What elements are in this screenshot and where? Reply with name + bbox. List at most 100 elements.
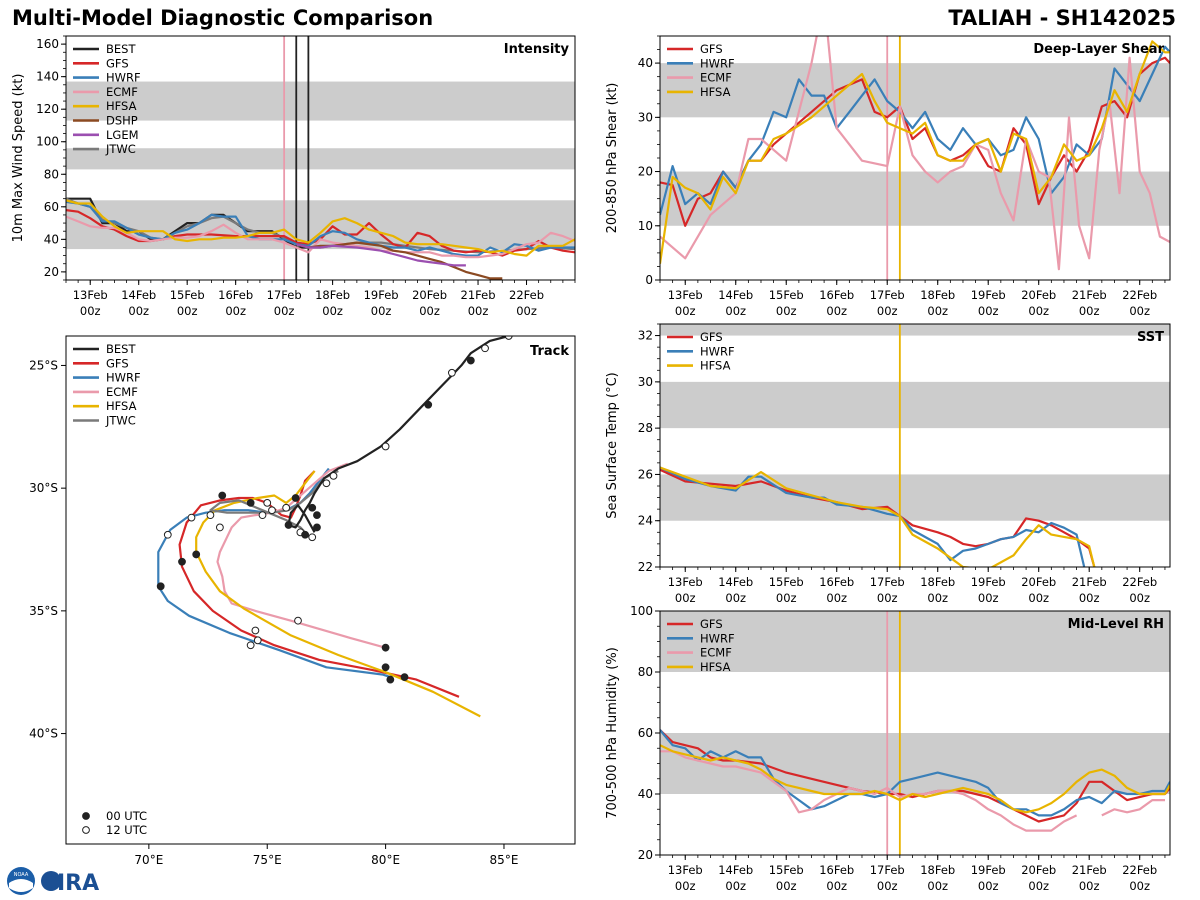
y-tick-label: 28 [638,421,653,435]
y-tick-label: 80 [44,167,59,181]
shaded-band [660,63,1170,118]
legend-label: ECMF [700,646,732,660]
y-tick-label: 32 [638,329,653,343]
legend-label: GFS [700,617,723,631]
legend-label: HFSA [106,399,137,413]
track-position-marker [400,673,409,682]
x-tick-label: 80°E [371,853,400,867]
y-tick-label: 30°S [29,481,58,495]
x-tick-label: 13Feb [668,863,703,877]
x-tick-label: 00z [1129,304,1150,318]
series-line-hfsa [660,744,1170,814]
track-position-marker [291,494,300,502]
x-tick-label: 00z [927,304,948,318]
track-line-jtwc [209,470,339,538]
x-tick-label: 20Feb [1021,288,1056,302]
x-tick-label: 18Feb [920,288,955,302]
panel-title: Deep-Layer Shear [1033,42,1164,57]
x-tick-label: 75°E [253,853,282,867]
panel-sst: 22 24 26 28 30 32 13Feb 00z 14Feb 00z 15Feb 00z 16Fe… [605,323,1171,605]
legend-label: HFSA [700,660,731,674]
shaded-band [660,733,1170,794]
track-position-marker [263,498,272,507]
marker-legend-label: 12 UTC [106,823,147,837]
y-tick-label: 100 [36,135,59,149]
x-tick-label: 21Feb [1072,863,1107,877]
track-position-marker [192,550,201,559]
x-tick-label: 00z [225,304,246,318]
y-tick-label: 40°S [29,727,58,741]
x-tick-label: 20Feb [412,288,447,302]
shaded-band [660,324,1170,336]
legend-label: GFS [700,42,723,56]
x-tick-label: 20Feb [1021,575,1056,589]
y-tick-label: 140 [36,70,59,84]
track-position-marker [258,511,267,520]
y-tick-label: 24 [638,514,653,528]
shaded-band [660,171,1170,226]
marker-legend-symbol [82,812,90,820]
legend-label: DSHP [106,114,138,128]
legend-label: HWRF [106,71,141,85]
y-axis-label: 200-850 hPa Shear (kt) [605,83,620,234]
track-position-marker [322,479,331,488]
x-tick-label: 14Feb [718,288,753,302]
series-line-hfsa [660,466,1096,567]
y-tick-label: 25°S [29,358,58,372]
track-position-marker [206,511,215,520]
x-tick-label: 00z [675,879,696,893]
track-position-marker [246,498,255,507]
y-tick-label: 0 [645,273,653,287]
series-line-hwrf [66,200,575,257]
x-tick-label: 15Feb [769,575,804,589]
x-tick-label: 22Feb [1122,288,1157,302]
track-line-best [287,336,509,533]
shaded-band [660,611,1170,672]
cira-logo: NOAA CIRA [6,866,116,896]
x-tick-label: 00z [725,304,746,318]
track-position-marker [251,626,260,635]
track-position-marker [294,616,302,625]
panel-title: Mid-Level RH [1068,617,1164,632]
x-tick-label: 13Feb [668,575,703,589]
marker-legend-label: 00 UTC [106,809,147,823]
track-position-marker [215,523,224,532]
x-tick-label: 19Feb [971,863,1006,877]
series-line-lgem [296,243,466,267]
x-tick-label: 13Feb [668,288,703,302]
track-position-marker [284,521,293,529]
x-tick-label: 15Feb [769,863,804,877]
x-tick-label: 85°E [490,853,519,867]
y-tick-label: 120 [36,102,59,116]
track-position-marker [386,675,395,684]
x-tick-label: 19Feb [971,288,1006,302]
panel-shear: 0 10 20 30 40 13Feb 00z 14Feb 00z 15Feb 00z 16Feb 00… [605,35,1171,318]
x-tick-label: 00z [826,304,847,318]
track-position-marker [246,641,255,650]
track-position-marker [187,513,196,522]
y-tick-label: 160 [36,37,59,51]
x-tick-label: 00z [274,304,295,318]
track-line-ecmf [216,462,386,649]
legend-label: HFSA [700,85,731,99]
x-tick-label: 20Feb [1021,863,1056,877]
legend-label: JTWC [105,414,136,428]
track-position-marker [381,643,390,652]
x-tick-label: 15Feb [170,288,205,302]
track-position-marker [163,530,172,539]
y-tick-label: 20 [44,265,59,279]
x-tick-label: 00z [978,591,999,605]
storm-title: TALIAH - SH142025 [948,6,1176,30]
x-tick-label: 00z [177,304,198,318]
legend-label: HFSA [700,359,731,373]
y-tick-label: 40 [44,232,59,246]
legend-label: BEST [106,342,136,356]
x-tick-label: 00z [978,879,999,893]
x-tick-label: 17Feb [870,575,905,589]
y-tick-label: 100 [630,604,653,618]
x-tick-label: 70°E [134,853,163,867]
legend-label: ECMF [106,385,138,399]
y-tick-label: 60 [638,726,653,740]
legend-label: HWRF [700,344,735,358]
